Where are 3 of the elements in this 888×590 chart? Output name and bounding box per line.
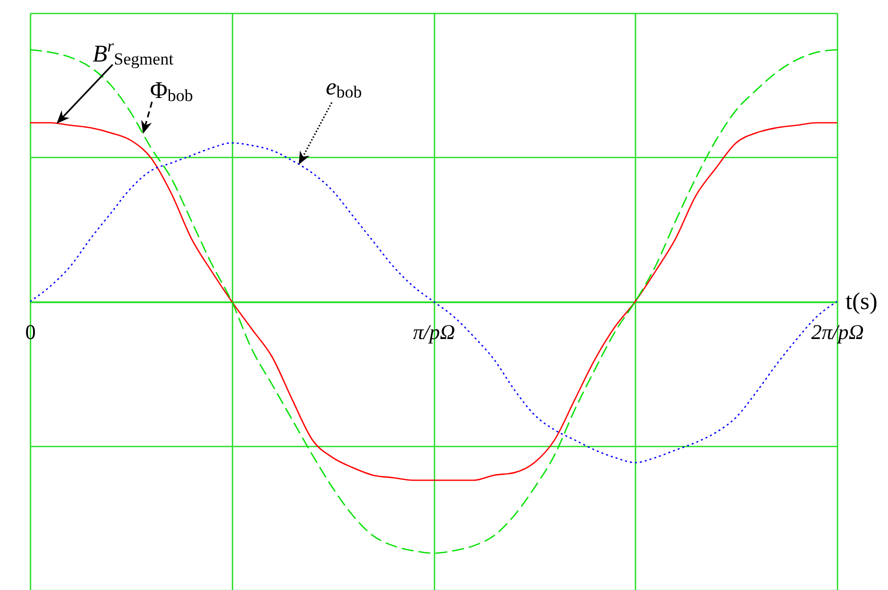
series-label: Φ$_{bob}$ — [150, 78, 194, 105]
text: e$_{bob}$ — [326, 74, 362, 102]
x-axis-title: t(s) — [846, 289, 878, 315]
